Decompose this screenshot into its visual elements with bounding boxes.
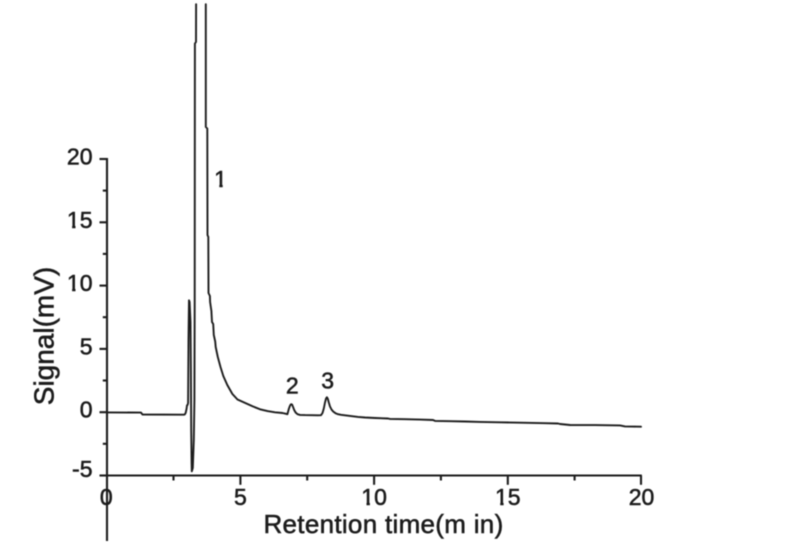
svg-text:3: 3 (321, 368, 334, 394)
svg-text:15: 15 (67, 207, 93, 233)
svg-text:0: 0 (80, 397, 93, 423)
svg-text:2: 2 (286, 372, 299, 398)
svg-text:5: 5 (234, 484, 247, 510)
svg-text:10: 10 (361, 484, 387, 510)
svg-text:20: 20 (629, 484, 655, 510)
svg-text:15: 15 (495, 484, 521, 510)
svg-text:1: 1 (214, 166, 227, 192)
svg-text:5: 5 (80, 333, 93, 359)
svg-text:Retention time(m in): Retention time(m in) (263, 509, 503, 539)
svg-text:Signal(mV): Signal(mV) (29, 267, 60, 405)
svg-text:-5: -5 (72, 456, 92, 482)
svg-text:20: 20 (67, 144, 93, 170)
svg-text:0: 0 (100, 484, 113, 510)
svg-text:10: 10 (67, 270, 93, 296)
